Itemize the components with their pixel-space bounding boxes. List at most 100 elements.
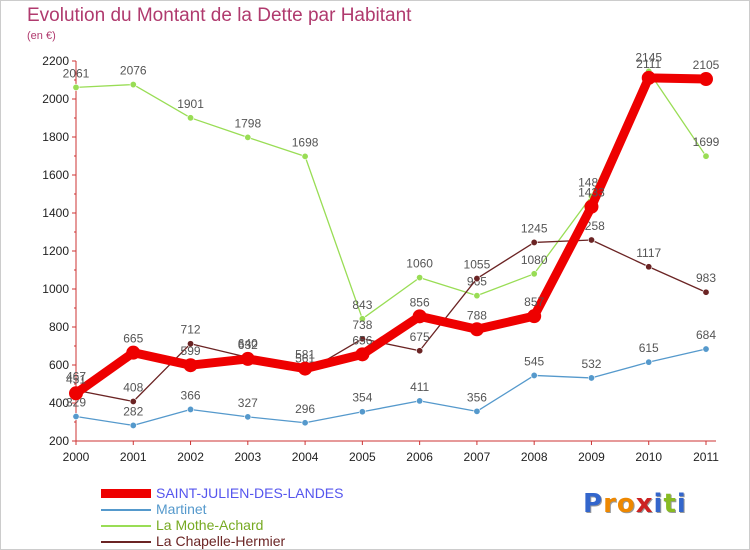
data-label-la-mothe-achard: 1080 (521, 253, 548, 267)
y-tick-label: 1600 (42, 168, 69, 182)
x-tick-label: 2001 (120, 450, 147, 464)
data-label-martinet: 615 (639, 341, 659, 355)
legend-label: Martinet (156, 501, 207, 517)
data-label-la-mothe-achard: 2076 (120, 64, 147, 78)
data-point-martinet (702, 345, 710, 353)
data-label-la-mothe-achard: 1699 (693, 135, 720, 149)
data-label-martinet: 356 (467, 390, 487, 404)
chart-title: Evolution du Montant de la Dette par Hab… (27, 5, 412, 26)
data-point-la-chapelle-hermier (473, 275, 481, 283)
data-label-martinet: 411 (410, 380, 429, 394)
data-label-la-mothe-achard: 2145 (635, 50, 662, 64)
legend-label: La Mothe-Achard (156, 517, 264, 533)
y-tick-label: 800 (49, 320, 69, 334)
data-point-martinet (301, 419, 309, 427)
data-point-saint-julien-des-landes (469, 322, 484, 337)
x-tick-label: 2007 (464, 450, 491, 464)
data-point-la-mothe-achard (129, 81, 137, 89)
data-label-la-chapelle-hermier: 1245 (521, 221, 548, 235)
x-tick-label: 2006 (406, 450, 433, 464)
data-point-la-chapelle-hermier (702, 288, 710, 296)
series-line-la-mothe-achard (75, 70, 707, 320)
data-label-martinet: 296 (295, 402, 315, 416)
x-tick-label: 2004 (292, 450, 319, 464)
legend-label: SAINT-JULIEN-DES-LANDES (156, 485, 344, 501)
data-point-la-mothe-achard (702, 152, 710, 160)
legend-swatch (101, 525, 151, 527)
data-point-la-mothe-achard (416, 274, 424, 282)
data-label-la-chapelle-hermier: 467 (66, 369, 86, 383)
data-point-saint-julien-des-landes (298, 361, 313, 376)
data-label-saint-julien-des-landes: 599 (181, 344, 201, 358)
data-point-la-mothe-achard (473, 292, 481, 300)
x-tick-label: 2011 (693, 450, 719, 464)
x-tick-label: 2009 (578, 450, 605, 464)
y-tick-label: 200 (49, 434, 69, 448)
data-label-martinet: 684 (696, 328, 716, 342)
data-point-martinet (416, 397, 424, 405)
data-label-la-mothe-achard: 843 (352, 298, 372, 312)
data-point-la-chapelle-hermier (187, 340, 195, 348)
data-point-la-chapelle-hermier (645, 263, 653, 271)
data-point-martinet (645, 358, 653, 366)
y-tick-label: 400 (49, 396, 69, 410)
data-point-la-chapelle-hermier (587, 236, 595, 244)
data-label-la-chapelle-hermier: 983 (696, 271, 716, 285)
data-point-saint-julien-des-landes (527, 309, 542, 324)
y-tick-label: 1200 (42, 244, 69, 258)
data-label-saint-julien-des-landes: 632 (238, 338, 258, 352)
data-label-saint-julien-des-landes: 788 (467, 308, 487, 322)
x-tick-label: 2003 (234, 450, 261, 464)
data-point-la-chapelle-hermier (416, 347, 424, 355)
proxiti-logo: Proxiti (583, 489, 687, 519)
data-label-saint-julien-des-landes: 856 (410, 295, 430, 309)
data-point-saint-julien-des-landes (699, 72, 713, 87)
data-point-martinet (129, 421, 137, 429)
data-point-saint-julien-des-landes (641, 70, 656, 85)
data-point-martinet (187, 405, 195, 413)
data-label-saint-julien-des-landes: 656 (352, 333, 372, 347)
data-point-la-mothe-achard (530, 270, 538, 278)
series-line-saint-julien-des-landes (71, 73, 711, 398)
data-label-la-chapelle-hermier: 1117 (636, 246, 661, 260)
legend-swatch (101, 541, 151, 543)
data-label-saint-julien-des-landes: 2111 (636, 57, 661, 71)
data-point-saint-julien-des-landes (240, 351, 255, 366)
data-point-martinet (530, 371, 538, 379)
y-tick-label: 2200 (42, 54, 69, 68)
data-label-la-mothe-achard: 2061 (63, 66, 90, 80)
data-point-la-chapelle-hermier (358, 335, 366, 343)
data-point-la-chapelle-hermier (129, 397, 137, 405)
legend-swatch (101, 489, 151, 498)
data-label-la-mothe-achard: 1698 (292, 135, 319, 149)
data-point-martinet (244, 413, 252, 421)
y-tick-label: 1400 (42, 206, 69, 220)
data-label-martinet: 545 (524, 354, 544, 368)
y-tick-label: 1000 (42, 282, 69, 296)
y-tick-label: 1800 (42, 130, 69, 144)
data-label-saint-julien-des-landes: 2105 (693, 58, 720, 72)
data-point-saint-julien-des-landes (355, 347, 370, 362)
data-label-martinet: 532 (581, 357, 601, 371)
data-label-la-mothe-achard: 1060 (406, 257, 433, 271)
x-tick-label: 2002 (177, 450, 204, 464)
data-label-saint-julien-des-landes: 451 (66, 372, 86, 386)
data-point-saint-julien-des-landes (412, 309, 427, 324)
data-label-la-chapelle-hermier: 1055 (464, 258, 491, 272)
data-label-la-chapelle-hermier: 675 (410, 330, 430, 344)
data-point-saint-julien-des-landes (183, 358, 198, 373)
data-point-saint-julien-des-landes (584, 199, 599, 214)
data-point-martinet (587, 374, 595, 382)
x-tick-label: 2005 (349, 450, 376, 464)
x-tick-label: 2008 (521, 450, 548, 464)
data-label-martinet: 327 (238, 396, 258, 410)
data-point-la-mothe-achard (358, 315, 366, 323)
y-tick-label: 600 (49, 358, 69, 372)
data-label-martinet: 366 (181, 388, 201, 402)
data-label-saint-julien-des-landes: 857 (524, 295, 544, 309)
data-label-la-chapelle-hermier: 712 (181, 323, 201, 337)
data-label-la-chapelle-hermier: 408 (123, 380, 143, 394)
data-point-martinet (72, 412, 80, 420)
